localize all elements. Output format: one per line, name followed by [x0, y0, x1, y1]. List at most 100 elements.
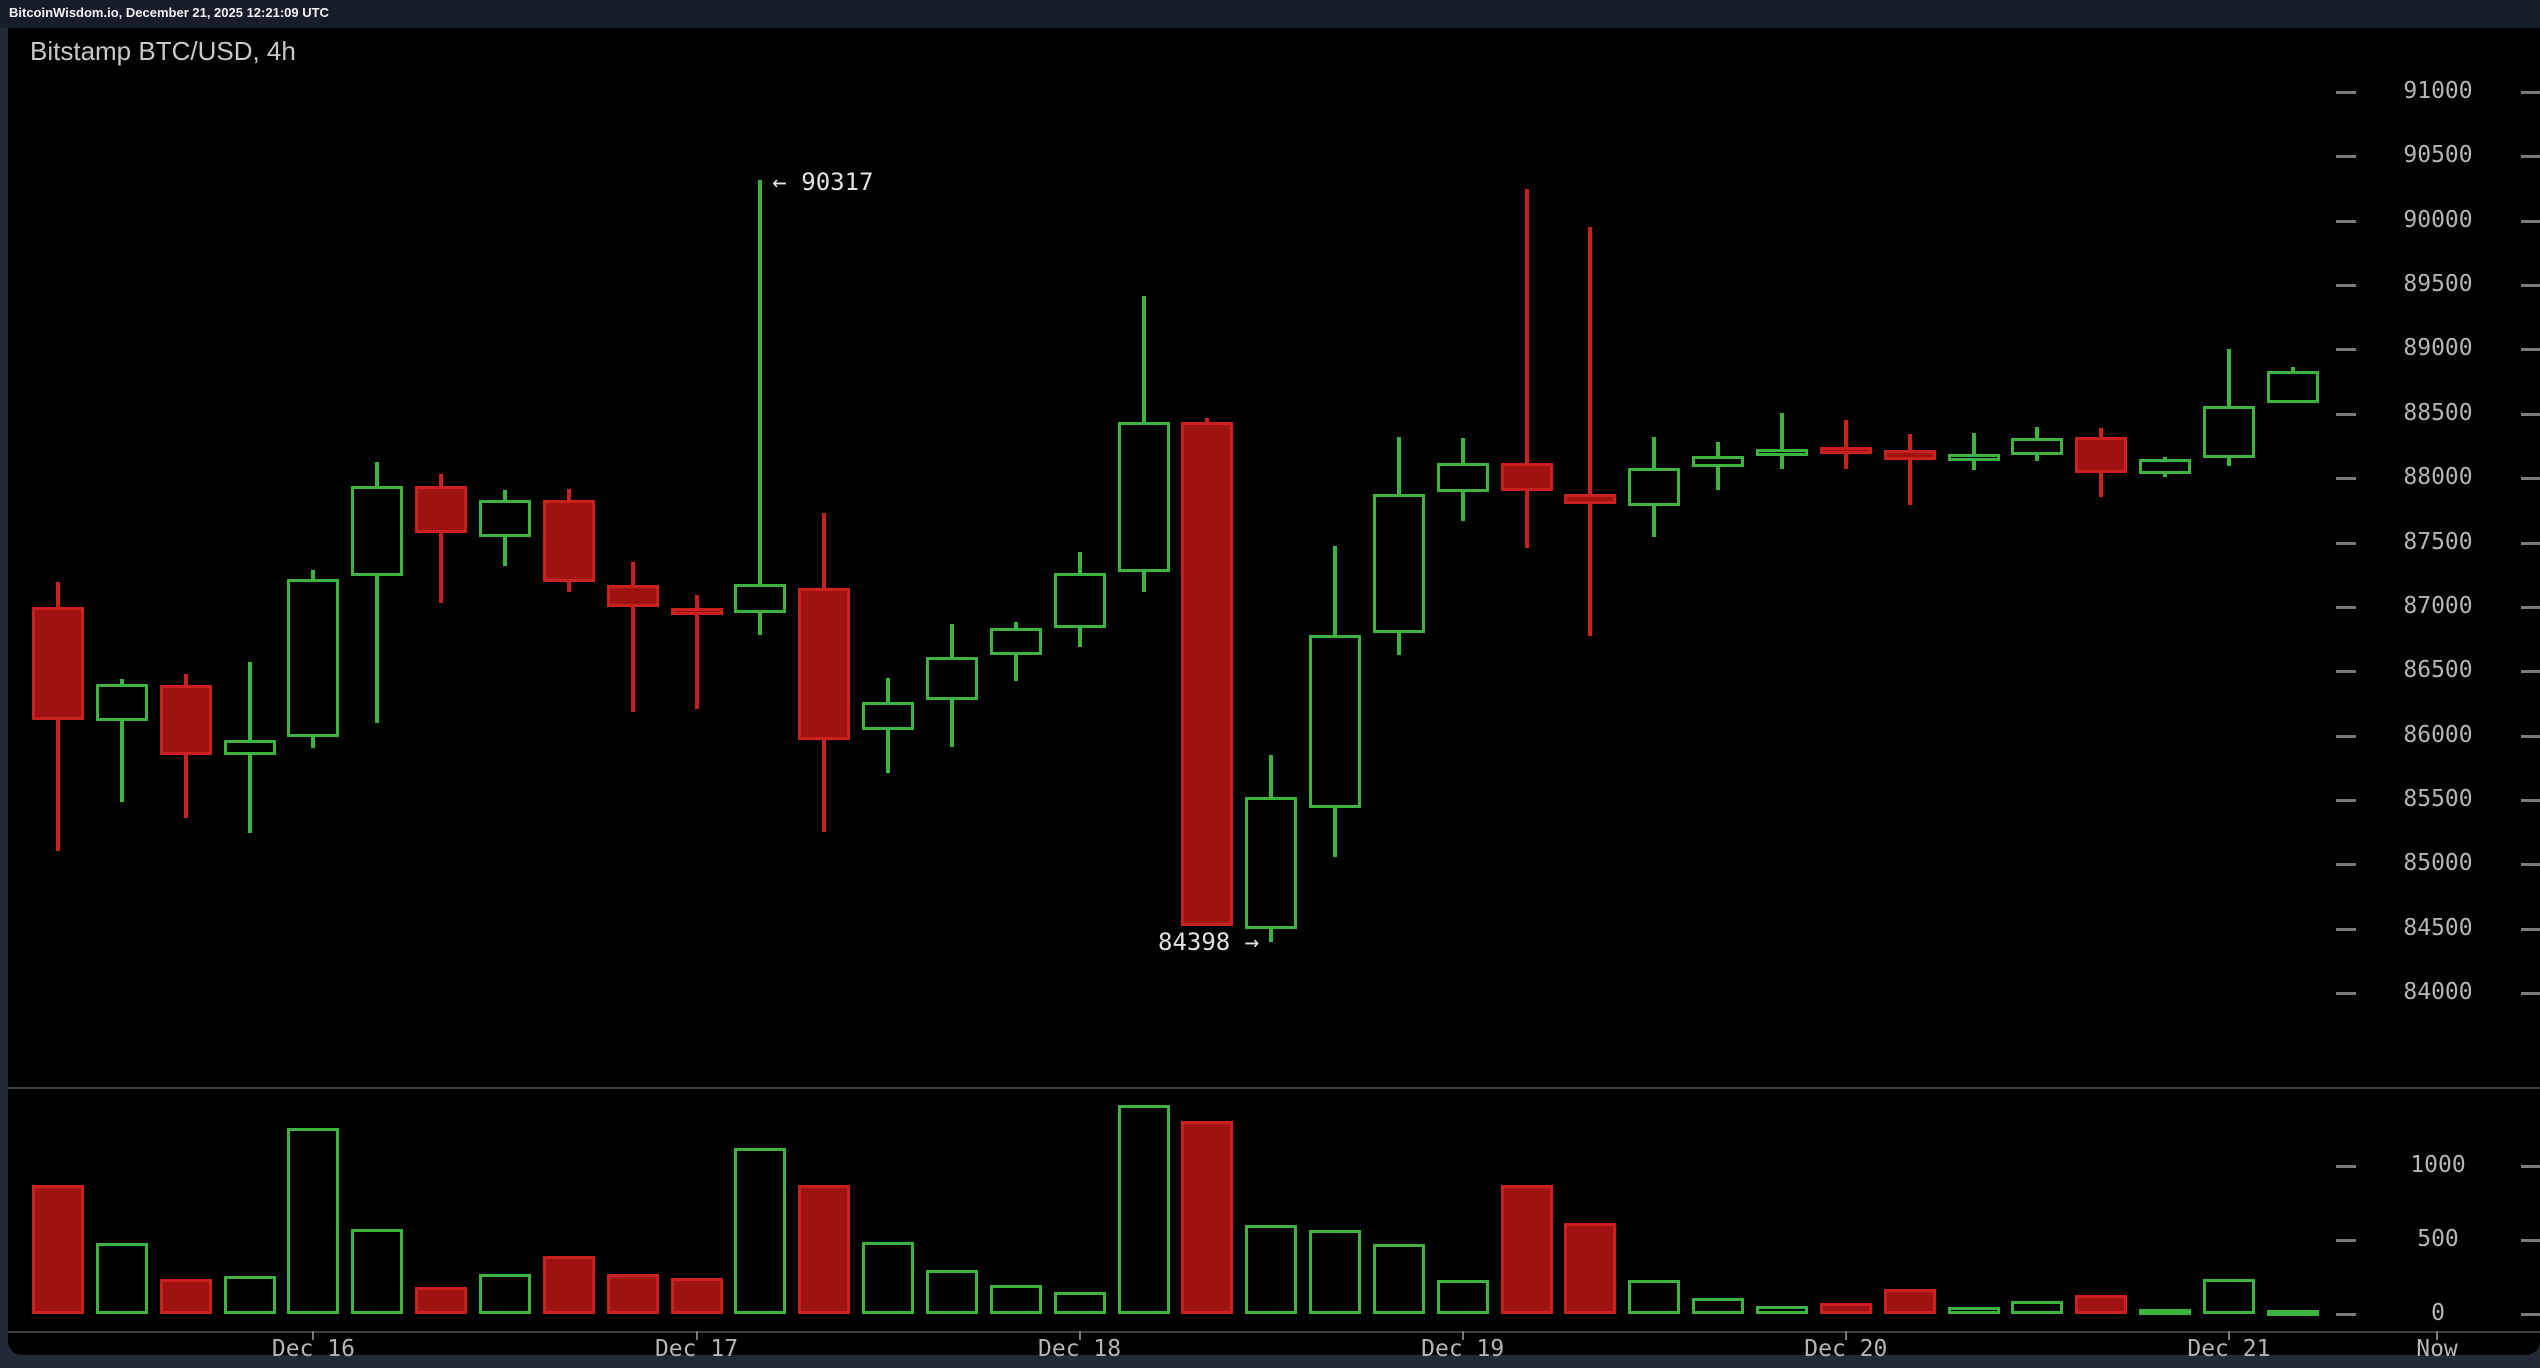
candle-wick-down[interactable]	[694, 595, 699, 709]
candle-body-up[interactable]	[1309, 635, 1361, 808]
price-tick-dash-left	[2336, 155, 2356, 159]
candle-body-up[interactable]	[1947, 453, 2000, 461]
candle-body-up[interactable]	[734, 583, 787, 614]
candle-wick-down[interactable]	[1524, 188, 1529, 548]
candle-body-up[interactable]	[1756, 448, 1808, 457]
volume-bar-down[interactable]	[32, 1185, 84, 1314]
volume-bar-up[interactable]	[1053, 1292, 1106, 1314]
candle-body-down[interactable]	[542, 500, 595, 583]
candle-body-up[interactable]	[1628, 467, 1681, 507]
volume-bar-up[interactable]	[1692, 1298, 1745, 1314]
price-tick-dash-right	[2521, 734, 2540, 738]
candle-body-up[interactable]	[862, 702, 915, 731]
volume-bar-down[interactable]	[2075, 1295, 2128, 1314]
volume-tick-dash-right	[2521, 1239, 2540, 1242]
volume-bar-down[interactable]	[1819, 1303, 1872, 1314]
candle-body-down[interactable]	[2075, 437, 2128, 473]
candle-body-down[interactable]	[1181, 421, 1234, 927]
volume-bar-up[interactable]	[1309, 1230, 1361, 1314]
volume-bar-down[interactable]	[798, 1185, 851, 1314]
candle-body-down[interactable]	[798, 587, 851, 740]
volume-bar-up[interactable]	[2202, 1279, 2255, 1314]
price-tick-dash-right	[2521, 219, 2540, 223]
volume-bar-up[interactable]	[1628, 1280, 1681, 1314]
candle-body-up[interactable]	[1245, 797, 1298, 929]
price-tick-dash-right	[2521, 91, 2540, 94]
volume-bar-up[interactable]	[1372, 1244, 1425, 1314]
candle-body-down[interactable]	[1883, 449, 1936, 461]
candle-body-down[interactable]	[1564, 493, 1617, 504]
candle-body-down[interactable]	[670, 608, 723, 616]
candle-body-up[interactable]	[1692, 456, 1745, 467]
candle-body-up[interactable]	[989, 628, 1042, 656]
candle-body-up[interactable]	[351, 485, 404, 576]
candle-wick-up[interactable]	[758, 179, 763, 636]
volume-bar-up[interactable]	[2139, 1309, 2192, 1315]
volume-bar-up[interactable]	[925, 1270, 978, 1314]
volume-bar-up[interactable]	[95, 1243, 148, 1314]
volume-bar-up[interactable]	[1117, 1105, 1170, 1314]
candle-body-up[interactable]	[2139, 458, 2192, 475]
volume-bar-down[interactable]	[542, 1256, 595, 1314]
volume-bar-up[interactable]	[287, 1128, 340, 1314]
price-tick-dash-left	[2336, 863, 2356, 867]
volume-tick-label: 1000	[2410, 1152, 2466, 1178]
volume-bar-down[interactable]	[1181, 1121, 1234, 1314]
volume-bar-up[interactable]	[734, 1148, 787, 1314]
volume-bar-down[interactable]	[670, 1278, 723, 1314]
candle-body-up[interactable]	[1117, 421, 1170, 573]
candle-wick-down[interactable]	[439, 474, 444, 603]
price-tick-label: 84500	[2403, 914, 2473, 941]
candle-wick-up[interactable]	[1780, 412, 1784, 470]
candle-body-up[interactable]	[1436, 462, 1489, 493]
candle-body-up[interactable]	[2011, 438, 2064, 455]
candle-wick-up[interactable]	[119, 678, 124, 803]
price-tick-dash-left	[2336, 219, 2356, 223]
candle-body-up[interactable]	[478, 500, 531, 538]
xaxis-label-date: Dec 18	[1038, 1336, 1122, 1362]
volume-bar-up[interactable]	[862, 1242, 915, 1314]
xaxis-label-date: Dec 17	[654, 1336, 739, 1362]
candle-wick-down[interactable]	[1843, 420, 1848, 470]
volume-bar-up[interactable]	[1245, 1225, 1298, 1314]
volume-tick-label: 500	[2417, 1226, 2459, 1252]
candle-body-up[interactable]	[95, 684, 148, 722]
candle-body-up[interactable]	[1053, 573, 1106, 629]
volume-bar-up[interactable]	[1947, 1307, 2000, 1314]
candle-body-up[interactable]	[287, 579, 340, 737]
volume-bar-up[interactable]	[478, 1274, 531, 1314]
candle-body-down[interactable]	[32, 606, 84, 721]
volume-bar-up[interactable]	[223, 1276, 276, 1314]
candle-body-down[interactable]	[159, 685, 212, 755]
candle-wick-up[interactable]	[1971, 433, 1976, 471]
volume-bar-down[interactable]	[606, 1274, 659, 1314]
candle-wick-down[interactable]	[630, 561, 635, 713]
candle-body-down[interactable]	[1500, 462, 1553, 491]
candle-body-up[interactable]	[223, 740, 276, 755]
volume-bar-up[interactable]	[1756, 1306, 1808, 1314]
volume-bar-up[interactable]	[989, 1285, 1042, 1314]
candle-body-up[interactable]	[1372, 493, 1425, 633]
price-tick-label: 90500	[2403, 142, 2473, 169]
volume-bar-down[interactable]	[1500, 1185, 1553, 1314]
candle-wick-down[interactable]	[1588, 227, 1593, 637]
candle-body-up[interactable]	[925, 657, 978, 700]
volume-bar-down[interactable]	[1564, 1223, 1617, 1314]
volume-bar-up[interactable]	[2011, 1301, 2064, 1314]
candle-body-down[interactable]	[1819, 447, 1872, 455]
volume-bar-down[interactable]	[159, 1279, 212, 1314]
volume-bar-down[interactable]	[415, 1287, 468, 1314]
candle-body-down[interactable]	[415, 485, 468, 534]
volume-bar-up[interactable]	[1436, 1280, 1489, 1314]
candle-body-down[interactable]	[606, 585, 659, 607]
candle-body-up[interactable]	[2266, 371, 2319, 404]
price-tick-label: 85000	[2403, 850, 2473, 877]
candle-wick-down[interactable]	[1907, 434, 1912, 506]
price-tick-label: 84000	[2403, 979, 2473, 1005]
candle-wick-up[interactable]	[375, 462, 380, 723]
volume-bar-up[interactable]	[2266, 1310, 2319, 1316]
volume-bar-down[interactable]	[1883, 1289, 1936, 1314]
volume-bar-up[interactable]	[351, 1229, 404, 1314]
candle-body-up[interactable]	[2202, 406, 2255, 458]
price-tick-dash-left	[2336, 734, 2356, 738]
